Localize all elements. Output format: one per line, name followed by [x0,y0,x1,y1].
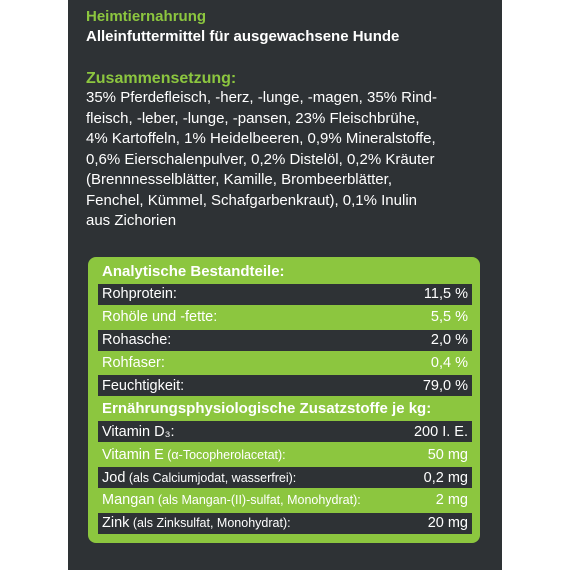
composition-line: 0,6% Eierschalenpulver, 0,2% Distelöl, 0… [86,150,435,168]
label-name: Rohprotein: [102,286,177,303]
table-row: Vitamin E (α-Tocopherolacetat): 50 mg [98,444,472,466]
table-row: Rohasche: 2,0 % [98,329,472,351]
row-value: 50 mg [427,446,468,463]
table-row: Mangan (als Mangan-(II)-sulfat, Monohydr… [98,489,472,511]
table-row: Vitamin D₃: 200 I. E. [98,421,472,443]
label-note: (α-Tocopherolacetat): [163,447,286,462]
nutrition-table: Analytische Bestandteile: Rohprotein: 11,5… [88,257,480,543]
label-name: Mangan [102,492,155,509]
row-label: Rohasche: [102,332,171,348]
row-value: 2 mg [435,492,468,509]
subtitle: Alleinfuttermittel für ausgewachsene Hun… [86,28,400,45]
table-row: Rohfaser: 0,4 % [98,352,472,374]
row-label: Rohfaser: [102,355,165,371]
label-name: Jod [102,469,126,486]
table-row: Feuchtigkeit: 79,0 % [98,375,472,397]
section-header: Analytische Bestandteile: [98,261,472,282]
row-value: 0,2 mg [423,469,468,486]
label-name: Zink [102,515,130,532]
row-label: Rohöle und -fette: [102,309,217,325]
composition-line: Fenchel, Kümmel, Schafgarbenkraut), 0,1%… [86,191,418,209]
row-label: Vitamin D₃: [102,424,175,440]
section-title: Analytische Bestandteile: [102,263,285,280]
title: Heimtiernahrung [86,8,207,25]
composition-line: fleisch, -leber, -lunge, -pansen, 23% Fl… [86,109,420,127]
label-name: Vitamin D₃: [102,423,175,440]
composition-text: 35% Pferdefleisch, -herz, -lunge, -magen… [86,88,437,232]
table-row: Zink (als Zinksulfat, Monohydrat): 20 mg [98,512,472,534]
table-row: Rohprotein: 11,5 % [98,283,472,305]
label-name: Rohasche: [102,332,172,349]
row-label: Rohprotein: [102,286,177,302]
label-name: Rohöle und -fette: [102,309,218,326]
label-panel: Heimtiernahrung Alleinfuttermittel für a… [68,0,502,570]
row-value: 5,5 % [430,309,468,326]
label-note: (als Calciumjodat, wasserfrei): [125,470,297,485]
row-value: 79,0 % [422,377,468,394]
row-label: Zink (als Zinksulfat, Monohydrat): [102,515,291,531]
row-label: Mangan (als Mangan-(II)-sulfat, Monohydr… [102,492,361,508]
label-note: (als Zinksulfat, Monohydrat): [129,516,291,531]
composition-title: Zusammensetzung: [86,70,237,87]
label-note: (als Mangan-(II)-sulfat, Monohydrat): [154,493,361,508]
row-value: 20 mg [427,515,468,532]
table-row: Rohöle und -fette: 5,5 % [98,306,472,328]
row-label: Vitamin E (α-Tocopherolacetat): [102,447,286,463]
row-value: 0,4 % [430,355,468,372]
row-value: 2,0 % [430,332,468,349]
table-row: Jod (als Calciumjodat, wasserfrei): 0,2 m… [98,467,472,489]
composition-line: 4% Kartoffeln, 1% Heidelbeeren, 0,9% Min… [86,130,436,147]
section-title: Ernährungsphysiologische Zusatzstoffe je… [102,400,432,418]
row-label: Jod (als Calciumjodat, wasserfrei): [102,470,296,486]
composition-line: 35% Pferdefleisch, -herz, -lunge, -magen… [86,89,438,106]
label-name: Rohfaser: [102,355,165,372]
composition-line: (Brennnesselblätter, Kamille, Brombeerbl… [86,171,392,188]
row-value: 200 I. E. [413,423,468,440]
label-name: Feuchtigkeit: [102,377,185,394]
section-header: Ernährungsphysiologische Zusatzstoffe je… [98,398,472,420]
composition-line: aus Zichorien [86,212,177,229]
row-value: 11,5 % [423,286,468,303]
label-name: Vitamin E [102,446,164,463]
row-label: Feuchtigkeit: [102,378,184,394]
